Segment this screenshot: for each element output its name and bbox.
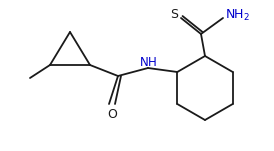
Text: S: S <box>170 8 178 21</box>
Text: NH$_2$: NH$_2$ <box>224 7 250 22</box>
Text: H: H <box>148 56 156 69</box>
Text: O: O <box>107 108 117 120</box>
Text: N: N <box>140 56 149 69</box>
